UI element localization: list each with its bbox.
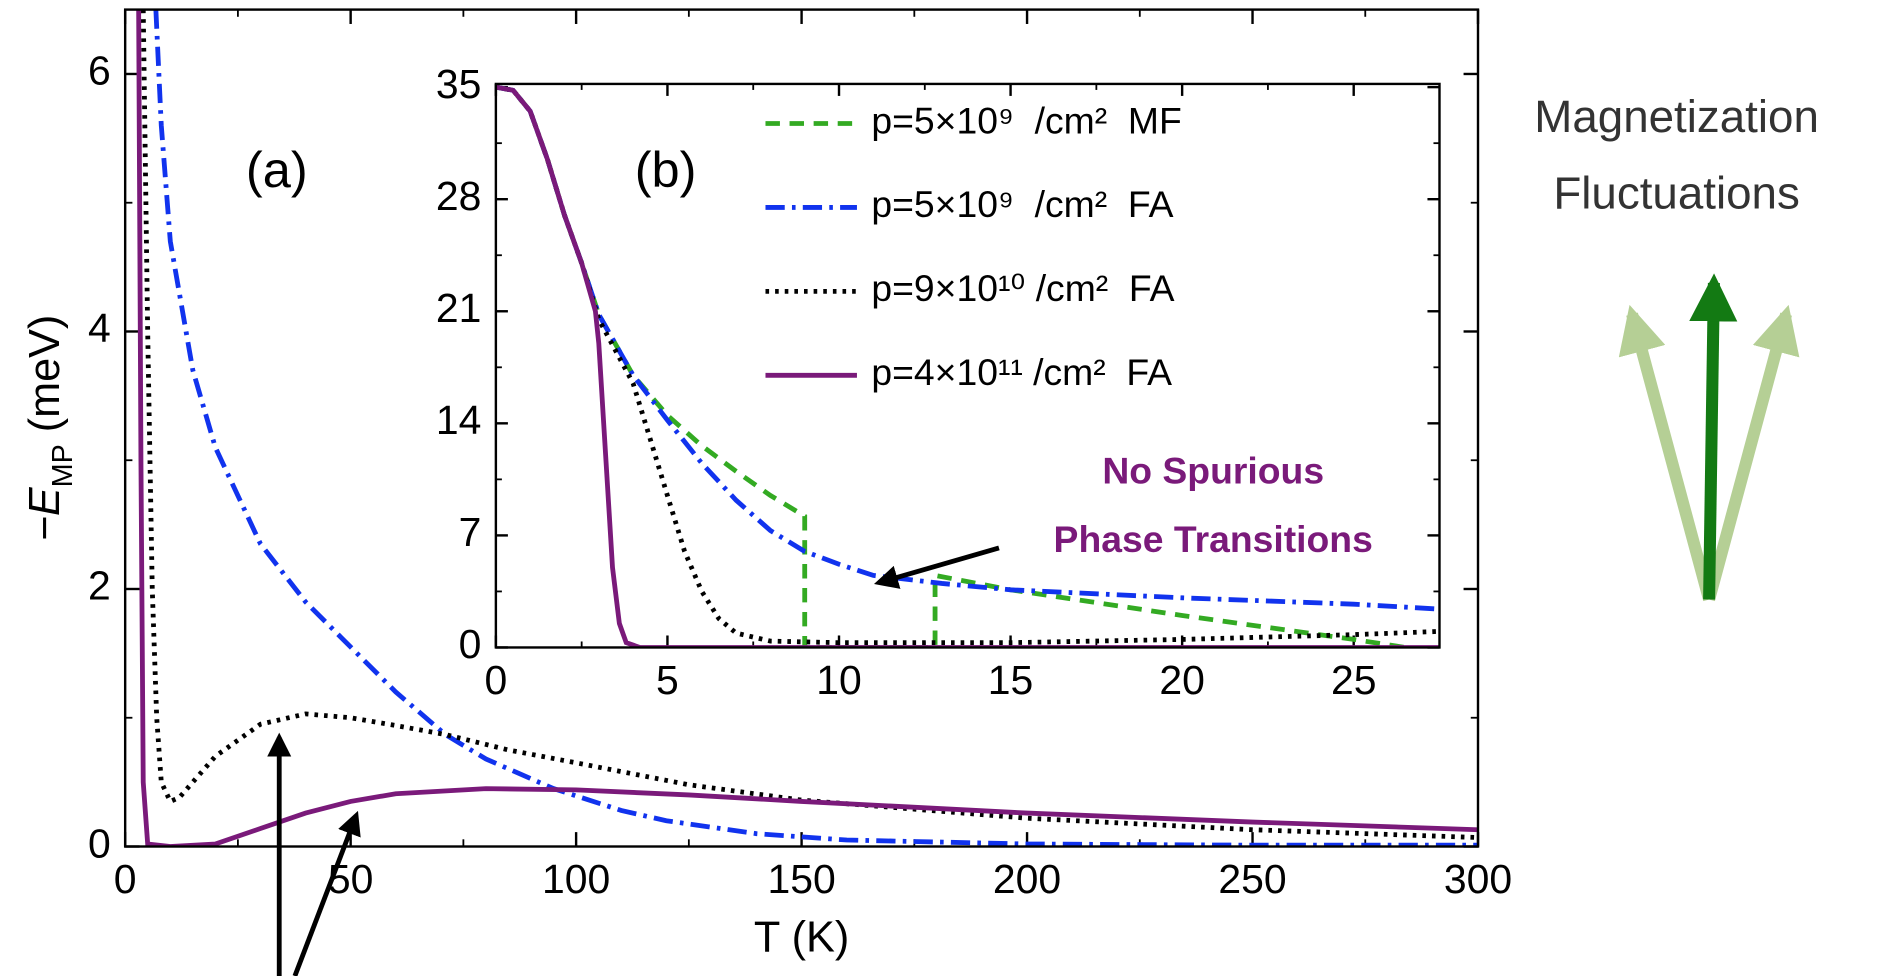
x-tick-label: 5 bbox=[656, 657, 679, 703]
y-tick-label: 35 bbox=[436, 61, 482, 107]
legend-label: p=5×10⁹ /cm² FA bbox=[871, 183, 1173, 225]
x-tick-label: 25 bbox=[1331, 657, 1377, 703]
arrow bbox=[1689, 273, 1738, 600]
y-tick-label: 21 bbox=[436, 285, 482, 331]
y-tick-label: 0 bbox=[459, 621, 482, 667]
line bbox=[136, 9, 1479, 847]
y-axis-label-part: MP bbox=[47, 444, 79, 487]
chart: 0 5 10 15 20 25 0 7 14 21 28 35 (b) p=5×10⁹ /cm² MF p=… bbox=[436, 61, 1441, 703]
y-axis-label-part: −E bbox=[22, 486, 70, 541]
x-tick-label: 10 bbox=[816, 657, 862, 703]
x-tick-label: 0 bbox=[114, 856, 137, 902]
frame bbox=[123, 8, 1480, 848]
y-tick-label: 14 bbox=[436, 397, 482, 443]
legend-label: p=5×10⁹ /cm² MF bbox=[871, 99, 1181, 141]
panel-label: (b) bbox=[635, 141, 697, 198]
x-tick-label: 0 bbox=[484, 657, 507, 703]
panel-label: (a) bbox=[246, 141, 308, 198]
y-tick-label: 7 bbox=[459, 509, 482, 555]
side-text: Fluctuations bbox=[1553, 168, 1799, 219]
y-tick-label: 6 bbox=[88, 48, 111, 94]
y-tick-label: 28 bbox=[436, 173, 482, 219]
line bbox=[153, 9, 1479, 847]
x-tick-label: 100 bbox=[542, 856, 610, 902]
x-tick-label: 300 bbox=[1444, 856, 1512, 902]
y-tick-label: 4 bbox=[88, 305, 111, 351]
arrow bbox=[873, 545, 1000, 589]
line bbox=[140, 9, 1479, 840]
annotation: No Spurious bbox=[1102, 450, 1324, 492]
x-tick-label: 150 bbox=[767, 856, 835, 902]
x-axis-label: T (K) bbox=[754, 914, 849, 962]
side-text: Magnetization bbox=[1534, 91, 1819, 142]
frame bbox=[494, 82, 1441, 649]
y-axis-label-part: (meV) bbox=[22, 315, 70, 444]
y-tick-label: 2 bbox=[88, 563, 111, 609]
legend-label: p=9×10¹⁰ /cm² FA bbox=[871, 267, 1174, 309]
y-axis-label: −EMP (meV) bbox=[22, 315, 79, 542]
legend-label: p=4×10¹¹ /cm² FA bbox=[871, 351, 1172, 393]
x-tick-label: 200 bbox=[993, 856, 1061, 902]
x-tick-label: 15 bbox=[988, 657, 1034, 703]
line bbox=[495, 84, 1440, 646]
annotation: Phase Transitions bbox=[1054, 518, 1373, 560]
x-tick-label: 20 bbox=[1159, 657, 1205, 703]
x-tick-label: 250 bbox=[1218, 856, 1286, 902]
x-tick-label: 50 bbox=[328, 856, 374, 902]
line bbox=[495, 84, 1440, 648]
plot-area bbox=[495, 83, 1440, 648]
y-tick-label: 0 bbox=[88, 820, 111, 866]
arrow bbox=[1703, 304, 1800, 602]
arrow bbox=[292, 810, 361, 976]
arrow bbox=[1618, 304, 1715, 602]
